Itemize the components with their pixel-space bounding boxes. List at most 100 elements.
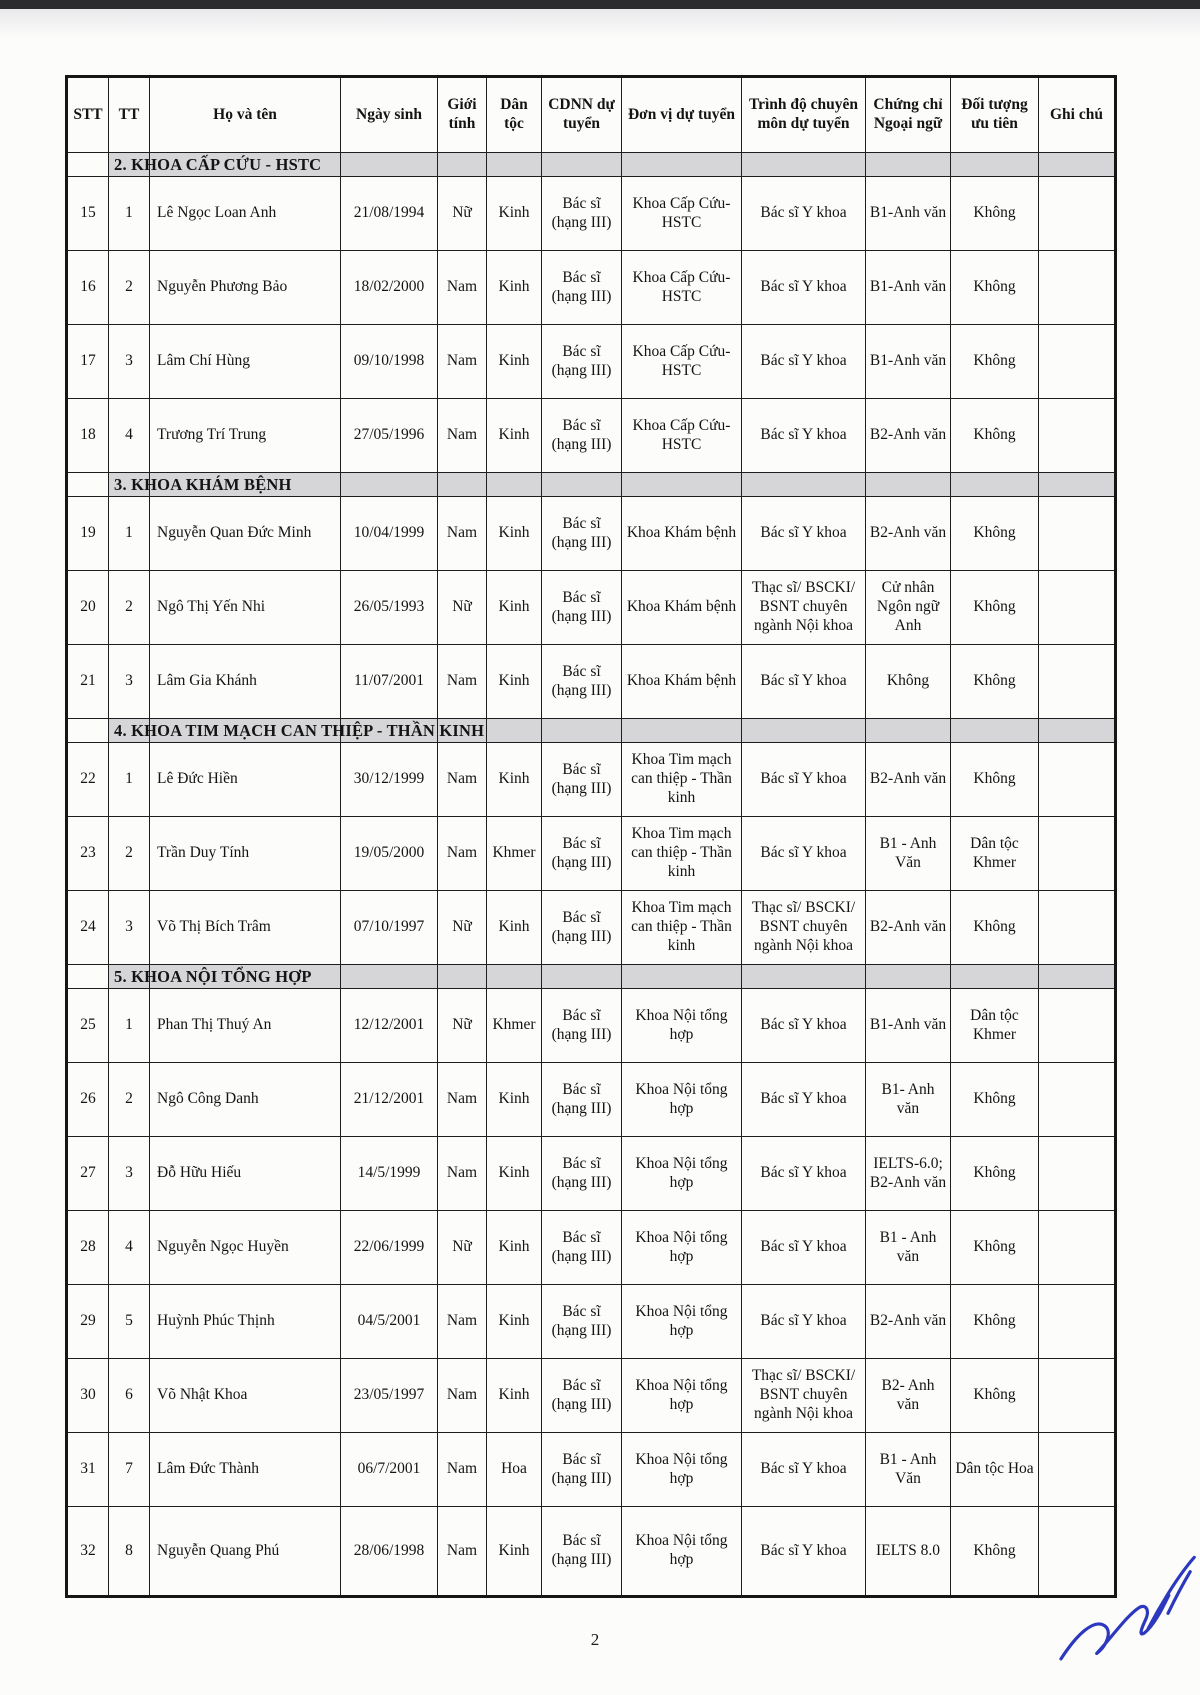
cell-chung-chi-ngoai-ngu: B1 - Anh Văn (865, 816, 951, 891)
column-header-don-vi-du-tuyen: Đơn vị dự tuyển (621, 76, 742, 153)
cell-ho-va-ten: Võ Thị Bích Trâm (149, 890, 341, 965)
cell-tt: 1 (108, 176, 150, 251)
cell-trinh-do-chuyen-mon: Bác sĩ Y khoa (741, 742, 866, 817)
cell-chung-chi-ngoai-ngu: B2- Anh văn (865, 1358, 951, 1433)
cell-tt: 1 (108, 496, 150, 571)
cell-tt: 7 (108, 1432, 150, 1507)
section-band-cell (340, 472, 438, 497)
cell-ngay-sinh: 07/10/1997 (340, 890, 438, 965)
cell-don-vi-du-tuyen: Khoa Cấp Cứu-HSTC (621, 324, 742, 399)
column-header-stt: STT (66, 76, 109, 153)
cell-gioi-tinh: Nam (437, 1062, 487, 1137)
cell-chung-chi-ngoai-ngu: IELTS 8.0 (865, 1506, 951, 1597)
section-band-cell (437, 964, 487, 989)
section-band-cell (621, 964, 742, 989)
cell-chung-chi-ngoai-ngu: Không (865, 644, 951, 719)
cell-doi-tuong-uu-tien: Không (950, 644, 1039, 719)
cell-doi-tuong-uu-tien: Không (950, 570, 1039, 645)
section-band-cell: 4. KHOA TIM MẠCH CAN THIỆP - THẦN KINH (108, 718, 484, 743)
cell-trinh-do-chuyen-mon: Thạc sĩ/ BSCKI/ BSNT chuyên ngành Nội kh… (741, 1358, 866, 1433)
section-band-cell (340, 718, 438, 743)
cell-tt: 3 (108, 1136, 150, 1211)
candidate-row: 27 3 Đỗ Hữu Hiếu 14/5/1999 Nam Kinh Bác sĩ (hạ… (66, 1136, 1116, 1211)
cell-dan-toc: Kinh (486, 1136, 542, 1211)
cell-ho-va-ten: Nguyễn Quan Đức Minh (149, 496, 341, 571)
cell-dan-toc: Khmer (486, 988, 542, 1063)
cell-gioi-tinh: Nữ (437, 1210, 487, 1285)
cell-doi-tuong-uu-tien: Không (950, 398, 1039, 473)
section-band-cell (950, 718, 1039, 743)
column-header-tt: TT (108, 76, 150, 153)
section-band-cell (741, 964, 866, 989)
cell-gioi-tinh: Nam (437, 324, 487, 399)
cell-gioi-tinh: Nữ (437, 890, 487, 965)
cell-don-vi-du-tuyen: Khoa Nội tổng hợp (621, 1284, 742, 1359)
section-band-cell (149, 152, 341, 177)
table-body: 2. KHOA CẤP CỨU - HSTC 15 1 Lê Ngọc Loan An… (66, 152, 1116, 1597)
cell-gioi-tinh: Nam (437, 1358, 487, 1433)
cell-ghi-chu (1038, 644, 1116, 719)
cell-don-vi-du-tuyen: Khoa Nội tổng hợp (621, 1210, 742, 1285)
cell-ho-va-ten: Nguyễn Ngọc Huyền (149, 1210, 341, 1285)
cell-cdnn-du-tuyen: Bác sĩ (hạng III) (541, 496, 622, 571)
cell-stt: 16 (66, 250, 109, 325)
cell-ghi-chu (1038, 1506, 1116, 1597)
cell-tt: 4 (108, 398, 150, 473)
cell-ghi-chu (1038, 988, 1116, 1063)
scan-artifact-top (0, 0, 1200, 9)
cell-ghi-chu (1038, 890, 1116, 965)
cell-ngay-sinh: 27/05/1996 (340, 398, 438, 473)
cell-ngay-sinh: 04/5/2001 (340, 1284, 438, 1359)
cell-don-vi-du-tuyen: Khoa Cấp Cứu-HSTC (621, 176, 742, 251)
cell-gioi-tinh: Nam (437, 1136, 487, 1211)
cell-trinh-do-chuyen-mon: Bác sĩ Y khoa (741, 496, 866, 571)
cell-don-vi-du-tuyen: Khoa Nội tổng hợp (621, 1432, 742, 1507)
cell-cdnn-du-tuyen: Bác sĩ (hạng III) (541, 1358, 622, 1433)
section-band-cell: 3. KHOA KHÁM BỆNH (108, 472, 291, 497)
cell-gioi-tinh: Nam (437, 742, 487, 817)
section-band-cell (486, 964, 542, 989)
candidate-row: 23 2 Trần Duy Tính 19/05/2000 Nam Khmer Bác sĩ… (66, 816, 1116, 891)
cell-don-vi-du-tuyen: Khoa Nội tổng hợp (621, 1062, 742, 1137)
cell-dan-toc: Kinh (486, 496, 542, 571)
cell-doi-tuong-uu-tien: Không (950, 742, 1039, 817)
cell-stt: 26 (66, 1062, 109, 1137)
cell-cdnn-du-tuyen: Bác sĩ (hạng III) (541, 324, 622, 399)
cell-stt: 32 (66, 1506, 109, 1597)
cell-gioi-tinh: Nữ (437, 570, 487, 645)
cell-cdnn-du-tuyen: Bác sĩ (hạng III) (541, 1284, 622, 1359)
cell-tt: 3 (108, 644, 150, 719)
section-band-cell (486, 472, 542, 497)
section-header-row: 3. KHOA KHÁM BỆNH (66, 472, 1116, 497)
cell-ngay-sinh: 22/06/1999 (340, 1210, 438, 1285)
cell-cdnn-du-tuyen: Bác sĩ (hạng III) (541, 816, 622, 891)
column-header-ho-va-ten: Họ và tên (149, 76, 341, 153)
section-title: 5. KHOA NỘI TỔNG HỢP (114, 966, 312, 986)
section-band-cell (741, 152, 866, 177)
cell-stt: 20 (66, 570, 109, 645)
cell-cdnn-du-tuyen: Bác sĩ (hạng III) (541, 644, 622, 719)
cell-ngay-sinh: 18/02/2000 (340, 250, 438, 325)
cell-don-vi-du-tuyen: Khoa Nội tổng hợp (621, 1358, 742, 1433)
cell-trinh-do-chuyen-mon: Bác sĩ Y khoa (741, 1210, 866, 1285)
cell-chung-chi-ngoai-ngu: B1- Anh văn (865, 1062, 951, 1137)
cell-don-vi-du-tuyen: Khoa Khám bệnh (621, 570, 742, 645)
cell-ho-va-ten: Lê Ngọc Loan Anh (149, 176, 341, 251)
section-header-row: 4. KHOA TIM MẠCH CAN THIỆP - THẦN KINH (66, 718, 1116, 743)
cell-trinh-do-chuyen-mon: Bác sĩ Y khoa (741, 1506, 866, 1597)
section-title: 4. KHOA TIM MẠCH CAN THIỆP - THẦN KINH (114, 720, 485, 740)
section-blank-cell (66, 964, 109, 989)
cell-doi-tuong-uu-tien: Không (950, 1210, 1039, 1285)
section-band-cell (865, 964, 951, 989)
cell-trinh-do-chuyen-mon: Bác sĩ Y khoa (741, 816, 866, 891)
cell-trinh-do-chuyen-mon: Bác sĩ Y khoa (741, 324, 866, 399)
cell-gioi-tinh: Nam (437, 1432, 487, 1507)
cell-gioi-tinh: Nam (437, 496, 487, 571)
candidate-row: 28 4 Nguyễn Ngọc Huyền 22/06/1999 Nữ Kinh Bác … (66, 1210, 1116, 1285)
cell-dan-toc: Kinh (486, 176, 542, 251)
cell-ho-va-ten: Phan Thị Thuý An (149, 988, 341, 1063)
cell-ho-va-ten: Võ Nhật Khoa (149, 1358, 341, 1433)
scan-artifact-fade (0, 9, 1200, 39)
cell-ho-va-ten: Huỳnh Phúc Thịnh (149, 1284, 341, 1359)
